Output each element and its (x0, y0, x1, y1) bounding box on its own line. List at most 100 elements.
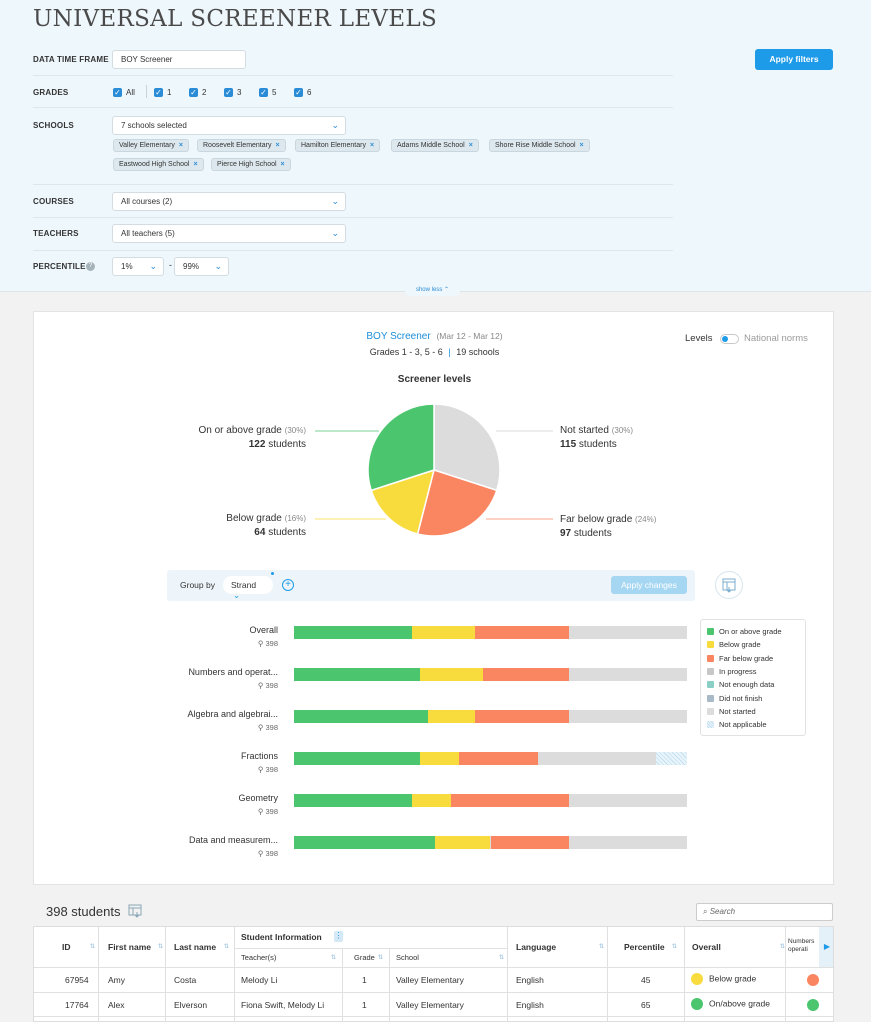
bar-segment-not-started[interactable] (569, 836, 687, 849)
scroll-right-icon[interactable]: ▶ (819, 927, 833, 967)
bar-segment-far-below[interactable] (482, 668, 570, 681)
col-header-last-name[interactable]: Last name (174, 942, 217, 952)
show-less-toggle[interactable]: show less ⌃ (405, 286, 460, 296)
bar-segment-below[interactable] (419, 668, 483, 681)
add-group-icon[interactable]: + (282, 579, 294, 591)
sort-icon[interactable]: ⇅ (378, 955, 384, 961)
bar-segment-on-or-above[interactable] (294, 752, 420, 765)
table-export-icon[interactable] (128, 904, 142, 918)
sort-icon[interactable]: ⇅ (780, 944, 786, 950)
bar-segment-on-or-above[interactable] (294, 836, 436, 849)
apply-changes-button[interactable]: Apply changes (611, 576, 687, 594)
sort-icon[interactable]: ⇅ (331, 955, 337, 961)
apply-filters-button[interactable]: Apply filters (755, 49, 833, 70)
grade-checkbox-1[interactable]: ✓ 1 (154, 87, 172, 97)
sort-icon[interactable]: ⇅ (224, 944, 230, 950)
school-chip[interactable]: Adams Middle School × (391, 139, 479, 152)
screener-name-link[interactable]: BOY Screener (366, 331, 431, 342)
school-chip[interactable]: Shore Rise Middle School × (489, 139, 590, 152)
bar-segment-not-started[interactable] (569, 710, 687, 723)
national-norms-label[interactable]: National norms (744, 333, 808, 344)
grade-checkbox-5[interactable]: ✓ 5 (259, 87, 277, 97)
groupby-select[interactable]: Strand ⌄ (223, 576, 273, 600)
col-header-teachers[interactable]: Teacher(s) (241, 953, 277, 962)
stacked-bar[interactable] (294, 710, 687, 723)
bar-segment-below[interactable] (419, 752, 460, 765)
bar-segment-on-or-above[interactable] (294, 668, 420, 681)
bar-segment-on-or-above[interactable] (294, 710, 428, 723)
chart-legend: On or above grade Below grade Far below gr… (700, 619, 806, 736)
search-input[interactable]: ⌕ Search (696, 903, 833, 921)
col-header-numbers[interactable]: Numbers operati (788, 938, 815, 953)
time-frame-select[interactable]: BOY Screener (112, 50, 246, 69)
bar-segment-below[interactable] (411, 794, 452, 807)
bar-segment-far-below[interactable] (474, 710, 570, 723)
school-chip[interactable]: Hamilton Elementary × (295, 139, 381, 152)
bar-segment-not-started[interactable] (569, 794, 687, 807)
remove-icon[interactable]: × (369, 142, 375, 149)
bar-row-count: ⚲ 398 (258, 681, 278, 690)
cell-overall: On/above grade (691, 998, 770, 1010)
levels-norms-toggle[interactable] (720, 334, 739, 344)
courses-select[interactable]: All courses (2) ⌄ (112, 192, 346, 211)
remove-icon[interactable]: × (280, 161, 285, 168)
bar-segment-not-started[interactable] (537, 752, 656, 765)
stacked-bar[interactable] (294, 752, 687, 765)
percentile-min-select[interactable]: 1% ⌄ (112, 257, 164, 276)
school-chip[interactable]: Eastwood High School × (113, 158, 204, 171)
sort-icon[interactable]: ⇅ (499, 955, 505, 961)
stacked-bar[interactable] (294, 626, 687, 639)
bar-segment-below[interactable] (435, 836, 491, 849)
pie-slice-not-started[interactable] (433, 403, 501, 492)
divider (684, 927, 685, 1021)
pie-slice-far-below[interactable] (416, 469, 498, 537)
more-options-icon[interactable]: ⋮ (334, 931, 343, 942)
stacked-bar[interactable] (294, 794, 687, 807)
col-header-school[interactable]: School (396, 953, 419, 962)
col-header-percentile[interactable]: Percentile (624, 942, 665, 952)
teachers-select[interactable]: All teachers (5) ⌄ (112, 224, 346, 243)
remove-icon[interactable]: × (275, 142, 280, 149)
bar-segment-on-or-above[interactable] (294, 794, 412, 807)
school-chip[interactable]: Roosevelt Elementary × (197, 139, 286, 152)
sort-icon[interactable]: ⇅ (672, 944, 678, 950)
percentile-max-select[interactable]: 99% ⌄ (174, 257, 229, 276)
bar-segment-far-below[interactable] (490, 836, 570, 849)
grade-checkbox-6[interactable]: ✓ 6 (294, 87, 312, 97)
bar-segment-far-below[interactable] (451, 794, 570, 807)
bar-segment-far-below[interactable] (474, 626, 570, 639)
grade-checkbox-all[interactable]: ✓ All (113, 87, 135, 97)
remove-icon[interactable]: × (579, 142, 584, 149)
col-header-first-name[interactable]: First name (108, 942, 151, 952)
percentile-label: PERCENTILE (33, 262, 86, 271)
help-icon[interactable]: ? (86, 262, 95, 271)
count-value: 398 (265, 681, 278, 690)
remove-icon[interactable]: × (193, 161, 198, 168)
remove-icon[interactable]: × (178, 142, 183, 149)
remove-icon[interactable]: × (468, 142, 473, 149)
sort-icon[interactable]: ⇅ (158, 944, 164, 950)
sort-icon[interactable]: ⇅ (90, 944, 96, 950)
bar-segment-on-or-above[interactable] (294, 626, 412, 639)
bar-segment-far-below[interactable] (459, 752, 538, 765)
sort-icon[interactable]: ⇅ (599, 944, 605, 950)
bar-segment-not-started[interactable] (569, 668, 687, 681)
col-header-language[interactable]: Language (516, 942, 557, 952)
chevron-down-icon: ⌄ (233, 590, 241, 600)
school-chip[interactable]: Valley Elementary × (113, 139, 189, 152)
pie-slice-on-or-above[interactable] (367, 403, 435, 492)
schools-select[interactable]: 7 schools selected ⌄ (112, 116, 346, 135)
grade-checkbox-3[interactable]: ✓ 3 (224, 87, 242, 97)
col-header-overall[interactable]: Overall (692, 942, 721, 952)
export-chart-button[interactable] (715, 571, 743, 599)
bar-segment-not-started[interactable] (569, 626, 687, 639)
col-header-id[interactable]: ID (62, 942, 71, 952)
grade-checkbox-2[interactable]: ✓ 2 (189, 87, 207, 97)
bar-segment-below[interactable] (427, 710, 475, 723)
stacked-bar[interactable] (294, 836, 687, 849)
col-header-grade[interactable]: Grade (354, 953, 375, 962)
school-chip[interactable]: Pierce High School × (211, 158, 291, 171)
bar-segment-not-applicable[interactable] (655, 752, 687, 765)
stacked-bar[interactable] (294, 668, 687, 681)
bar-segment-below[interactable] (411, 626, 475, 639)
